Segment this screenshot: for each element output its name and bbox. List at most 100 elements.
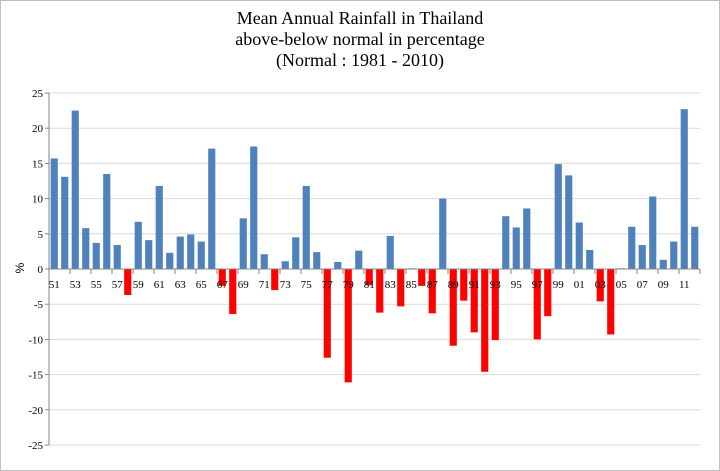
- x-tick-label: 75: [301, 279, 313, 291]
- y-tick-label: 20: [32, 123, 44, 135]
- bar-88: [439, 198, 447, 269]
- bar-03: [596, 269, 604, 302]
- gridlines: [49, 92, 700, 446]
- x-tick-label: 09: [658, 279, 670, 291]
- x-tick-label: 93: [490, 279, 502, 291]
- bar-73: [281, 261, 289, 269]
- x-tick-label: 77: [322, 279, 334, 291]
- x-tick-label: 95: [511, 279, 523, 291]
- x-tick-label: 05: [616, 279, 628, 291]
- bar-79: [344, 269, 352, 383]
- bar-55: [92, 242, 100, 269]
- bar-53: [71, 110, 79, 269]
- y-tick-label: -15: [28, 370, 43, 382]
- x-tick-label: 97: [532, 279, 544, 291]
- bar-76: [313, 252, 321, 269]
- bar-78: [334, 261, 342, 269]
- x-tick-label: 67: [217, 279, 229, 291]
- x-tick-label: 89: [448, 279, 460, 291]
- bar-86: [418, 269, 426, 286]
- x-tick-label: 73: [280, 279, 292, 291]
- x-tick-label: 53: [70, 279, 82, 291]
- bar-60: [145, 240, 153, 269]
- bar-81: [365, 269, 373, 286]
- x-tick-label: 01: [574, 279, 585, 291]
- x-tick-label: 79: [343, 279, 355, 291]
- bar-97: [533, 269, 541, 340]
- y-tick-label: -5: [34, 299, 44, 311]
- x-tick-label: 85: [406, 279, 418, 291]
- bar-77: [323, 269, 331, 358]
- x-tick-label: 03: [595, 279, 607, 291]
- bar-91: [470, 269, 478, 333]
- bar-11: [680, 109, 688, 269]
- bar-07: [638, 245, 646, 269]
- bars: [50, 109, 699, 383]
- y-tick-label: -20: [28, 405, 43, 417]
- bar-02: [586, 249, 594, 269]
- bar-83: [386, 235, 394, 269]
- bar-58: [124, 269, 132, 296]
- bar-10: [670, 241, 678, 269]
- bar-62: [166, 252, 174, 269]
- y-tick-labels: -25 -20 -15 -10 -5 0 5 10 15 20 25: [28, 88, 43, 452]
- x-tick-label: 69: [238, 279, 250, 291]
- chart-title-line-1: Mean Annual Rainfall in Thailand: [236, 8, 484, 28]
- y-tick-label: 5: [38, 229, 44, 241]
- x-tick-label: 65: [196, 279, 208, 291]
- y-tick-label: 25: [32, 88, 44, 100]
- y-tick-label: 0: [38, 264, 44, 276]
- bar-64: [187, 234, 195, 269]
- bar-94: [502, 216, 510, 269]
- bar-54: [82, 228, 90, 269]
- x-tick-labels: 51 53 55 57 59 61 63 65 67 69 71 73 75 77 79 81 83 85 87 89…: [49, 279, 690, 291]
- x-tick-label: 57: [112, 279, 124, 291]
- bar-08: [649, 196, 657, 269]
- bar-67: [218, 269, 226, 286]
- bar-04: [607, 269, 615, 335]
- x-tick-label: 83: [385, 279, 397, 291]
- bar-00: [565, 175, 573, 269]
- bar-57: [113, 245, 121, 269]
- bar-65: [197, 241, 205, 269]
- y-tick-label: 10: [32, 194, 44, 206]
- bar-51: [50, 158, 58, 269]
- x-tick-label: 63: [175, 279, 187, 291]
- bar-93: [491, 269, 499, 341]
- x-tick-label: 61: [154, 279, 165, 291]
- bar-70: [250, 146, 258, 269]
- chart-title-line-3: (Normal : 1981 - 2010): [276, 50, 444, 70]
- x-tick-label: 55: [91, 279, 103, 291]
- bar-92: [481, 269, 489, 372]
- y-tick-label: 15: [32, 158, 44, 170]
- chart-title-line-2: above-below normal in percentage: [235, 29, 485, 49]
- axes: [45, 92, 701, 446]
- x-tick-label: 91: [469, 279, 480, 291]
- bar-06: [628, 226, 636, 269]
- bar-99: [554, 164, 562, 269]
- bar-12: [691, 226, 699, 269]
- bar-71: [260, 254, 268, 269]
- bar-87: [428, 269, 436, 314]
- bar-68: [229, 269, 237, 315]
- x-tick-label: 59: [133, 279, 145, 291]
- bar-74: [292, 237, 300, 269]
- bar-66: [208, 148, 216, 269]
- bar-01: [575, 222, 583, 269]
- bar-84: [397, 269, 405, 307]
- bar-59: [134, 221, 142, 269]
- x-tick-label: 51: [49, 279, 60, 291]
- bar-89: [449, 269, 457, 346]
- x-tick-label: 81: [364, 279, 375, 291]
- bar-82: [376, 269, 384, 313]
- bar-80: [355, 250, 363, 269]
- bar-61: [155, 185, 163, 269]
- bar-56: [103, 173, 111, 269]
- x-tick-label: 71: [259, 279, 270, 291]
- x-tick-label: 99: [553, 279, 565, 291]
- bar-90: [460, 269, 468, 301]
- x-tick-label: 07: [637, 279, 649, 291]
- bar-95: [512, 227, 520, 269]
